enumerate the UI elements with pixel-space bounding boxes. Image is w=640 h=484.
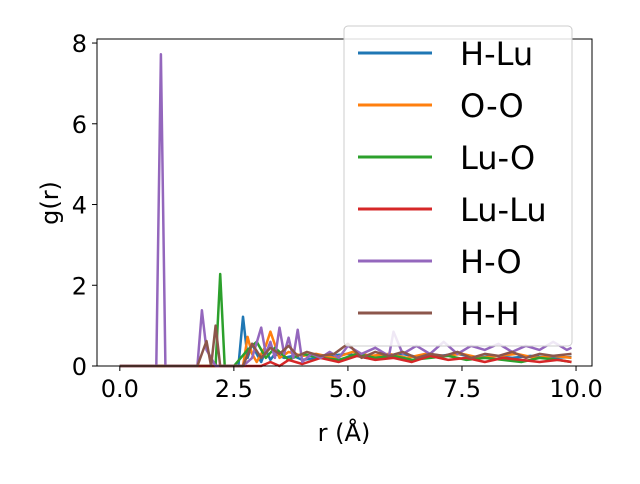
legend-label: Lu-O	[460, 139, 535, 177]
legend-label: Lu-Lu	[460, 191, 547, 229]
x-axis-label: r (Å)	[318, 418, 371, 447]
legend-label: H-H	[460, 295, 520, 333]
legend-box	[343, 25, 573, 347]
x-tick-label: 7.5	[443, 375, 481, 403]
y-tick-label: 8	[72, 30, 87, 58]
series-line-lu-lu	[119, 354, 572, 368]
y-axis-label: g(r)	[36, 181, 64, 225]
y-tick-label: 0	[72, 353, 87, 381]
x-tick-label: 10.0	[549, 375, 602, 403]
y-axis-ticks: 0 2 4 6 8	[72, 30, 97, 381]
legend: H-Lu O-O Lu-O Lu-Lu H-O H-H	[343, 25, 573, 347]
y-tick-label: 6	[72, 111, 87, 139]
x-axis-ticks: 0.0 2.5 5.0 7.5 10.0	[101, 366, 603, 403]
x-tick-label: 2.5	[215, 375, 253, 403]
x-tick-label: 5.0	[329, 375, 367, 403]
x-tick-label: 0.0	[101, 375, 139, 403]
legend-label: H-O	[460, 243, 522, 281]
legend-label: O-O	[460, 87, 524, 125]
legend-label: H-Lu	[460, 35, 533, 73]
y-tick-label: 4	[72, 192, 87, 220]
y-tick-label: 2	[72, 272, 87, 300]
